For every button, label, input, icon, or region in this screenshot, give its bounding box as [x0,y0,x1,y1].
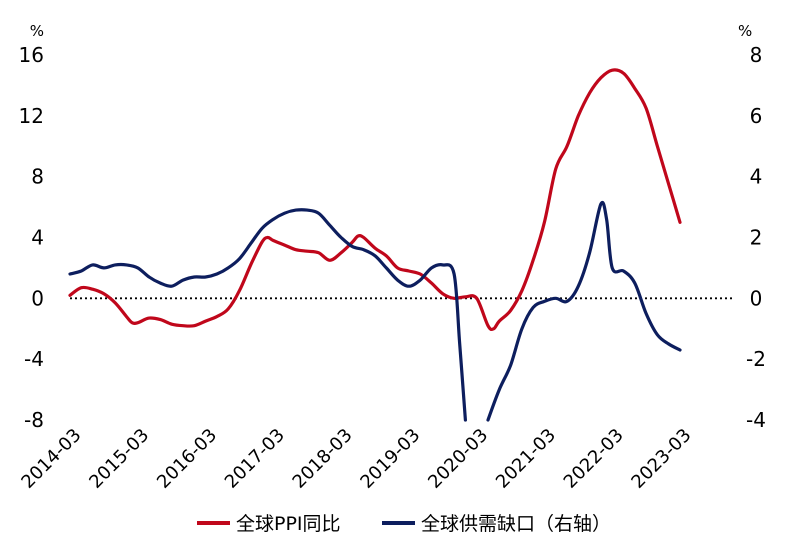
x-tick-label: 2023-03 [627,425,695,493]
legend-label-gap: 全球供需缺口（右轴） [421,513,611,535]
x-tick-label: 2015-03 [85,425,153,493]
x-tick-label: 2018-03 [289,425,357,493]
left-tick-label: -4 [24,347,44,371]
right-axis-ticks: 8 6 4 2 0 -2 -4 [746,43,766,432]
x-tick-label: 2020-03 [424,425,492,493]
left-tick-label: 4 [31,226,44,250]
right-tick-label: 4 [750,165,763,189]
x-tick-label: 2022-03 [560,425,628,493]
right-tick-label: -4 [746,408,766,432]
series-group [68,68,682,422]
left-axis-ticks: 16 12 8 4 0 -4 -8 [19,43,44,432]
x-tick-label: 2014-03 [17,425,85,493]
right-tick-label: 2 [750,226,763,250]
left-tick-label: 16 [19,43,44,67]
right-tick-label: 6 [750,104,763,128]
right-tick-label: -2 [746,347,766,371]
x-tick-label: 2019-03 [356,425,424,493]
series-line-1-after-gap [486,200,682,422]
legend: 全球PPI同比 全球供需缺口（右轴） [197,513,611,535]
x-tick-label: 2016-03 [153,425,221,493]
right-axis-unit: % [738,22,752,40]
left-axis-unit: % [30,22,44,40]
left-tick-label: 0 [31,286,44,310]
series-line-1 [68,208,467,422]
x-axis-ticks: 2014-03 2015-03 2016-03 2017-03 2018-03 2019-… [17,425,695,493]
left-tick-label: 8 [31,165,44,189]
right-tick-label: 8 [750,43,763,67]
x-tick-label: 2021-03 [492,425,560,493]
legend-label-ppi: 全球PPI同比 [236,513,341,535]
right-tick-label: 0 [750,286,763,310]
x-tick-label: 2017-03 [221,425,289,493]
left-tick-label: -8 [24,408,44,432]
series-line-0 [68,68,682,332]
left-tick-label: 12 [19,104,44,128]
